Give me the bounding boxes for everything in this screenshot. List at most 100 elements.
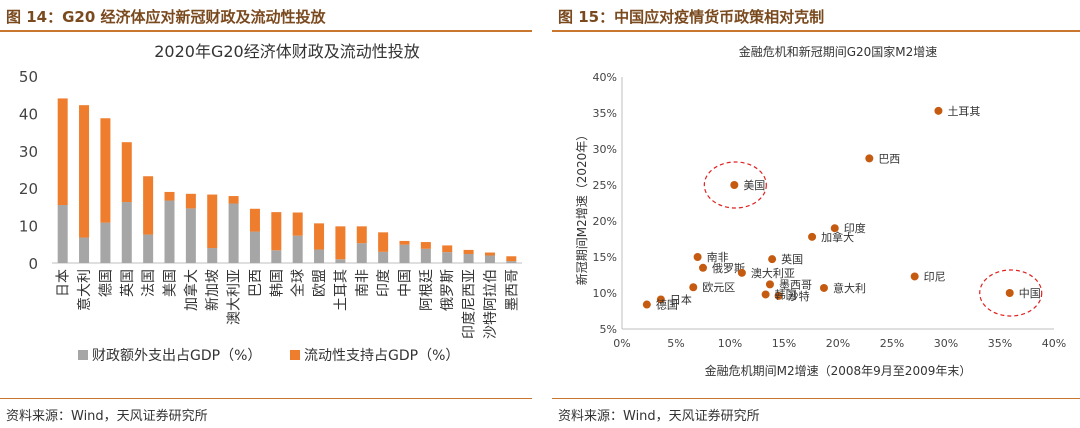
x-tick-label: 墨西哥: [504, 269, 520, 311]
bar-liquidity: [164, 191, 175, 201]
x-tick-label: 韩国: [269, 269, 285, 297]
bar-liquidity: [271, 212, 282, 251]
x-tick-label: 30%: [934, 337, 958, 350]
y-tick-label: 30%: [593, 143, 617, 156]
right-source-note: 资料来源：Wind，天风证券研究所: [558, 409, 760, 424]
left-source-note: 资料来源：Wind，天风证券研究所: [6, 409, 208, 424]
y-tick-label: 40: [19, 105, 38, 123]
x-tick-label: 俄罗斯: [440, 269, 456, 311]
scatter-point: [808, 232, 817, 241]
bar-liquidity: [335, 226, 346, 260]
bar-liquidity: [143, 176, 154, 235]
x-tick-label: 欧盟: [312, 269, 328, 297]
point-label: 欧元区: [702, 281, 735, 294]
point-label: 印度: [844, 221, 866, 235]
point-label: 韩国: [775, 287, 797, 301]
highlight-circle: [979, 269, 1043, 317]
bar-fiscal: [79, 237, 90, 263]
x-axis-title: 金融危机期间M2增速（2008年9月至2009年末）: [705, 363, 972, 378]
bar-liquidity: [506, 256, 517, 262]
y-tick-label: 10%: [593, 287, 617, 300]
bar-liquidity: [463, 249, 474, 255]
bar-liquidity: [207, 194, 218, 249]
scatter-point: [1005, 289, 1014, 297]
highlight-circle: [703, 161, 767, 209]
x-tick-label: 澳大利亚: [227, 269, 243, 325]
scatter-point: [642, 300, 651, 309]
scatter-point: [830, 224, 839, 233]
x-tick-label: 中国: [398, 269, 414, 297]
bar-liquidity: [100, 118, 111, 223]
y-tick-label: 25%: [593, 179, 617, 192]
x-tick-label: 全球: [290, 269, 307, 297]
x-tick-label: 沙特阿拉伯: [483, 269, 499, 339]
bar-fiscal: [506, 261, 517, 263]
scatter-point: [656, 295, 665, 304]
x-tick-label: 新加坡: [205, 269, 221, 311]
legend-swatch-liquidity: [290, 350, 300, 360]
x-tick-label: 印度: [376, 269, 392, 297]
bar-liquidity: [79, 105, 90, 238]
right-title-rule: [552, 30, 1080, 32]
bar-liquidity: [442, 245, 453, 253]
bar-fiscal: [249, 231, 260, 263]
x-tick-label: 20%: [826, 337, 850, 350]
x-tick-label: 0%: [613, 337, 630, 350]
x-tick-label: 25%: [880, 337, 904, 350]
bar-fiscal: [484, 255, 495, 263]
bar-fiscal: [207, 248, 218, 263]
scatter-chart-title: 金融危机和新冠期间G20国家M2增速: [739, 44, 938, 59]
x-tick-label: 15%: [772, 337, 796, 350]
bar-liquidity: [228, 196, 239, 204]
bar-liquidity: [314, 223, 325, 250]
y-tick-label: 10: [19, 218, 38, 236]
scatter-chart: 金融危机和新冠期间G20国家M2增速 5% 10% 15% 20% 25% 30% 35% 40…: [574, 44, 1066, 378]
left-bottom-rule: [0, 398, 532, 399]
bar-chart-title: 2020年G20经济体财政及流动性投放: [154, 42, 419, 61]
legend-label-liquidity: 流动性支持占GDP（%）: [304, 348, 459, 364]
x-tick-label: 南非: [355, 269, 371, 297]
bar-liquidity: [249, 208, 260, 232]
bar-fiscal: [100, 222, 111, 263]
scatter-point: [699, 263, 707, 272]
point-label: 南非: [707, 251, 729, 264]
y-tick-label: 50: [19, 68, 38, 86]
bar-fiscal: [164, 200, 175, 263]
scatter-point: [768, 255, 777, 264]
bar-liquidity: [185, 193, 196, 209]
point-label: 沙特: [788, 289, 810, 303]
legend-label-fiscal: 财政额外支出占GDP（%）: [92, 348, 261, 364]
bar-liquidity: [378, 232, 389, 252]
bar-fiscal: [143, 234, 154, 263]
left-figure-panel: 图 14：G20 经济体应对新冠财政及流动性投放 2020年G20经济体财政及流…: [0, 0, 532, 428]
left-title-rule: [0, 30, 532, 32]
scatter-point: [819, 283, 828, 292]
bar-fiscal: [228, 203, 239, 263]
x-tick-label: 10%: [718, 337, 742, 350]
scatter-point: [865, 154, 874, 163]
bar-fiscal: [121, 202, 132, 263]
bar-liquidity: [121, 142, 132, 203]
scatter-point: [689, 283, 698, 292]
point-label: 意大利: [833, 281, 866, 295]
x-tick-label: 法国: [141, 269, 157, 297]
bar-fiscal: [420, 248, 431, 263]
bar-fiscal: [57, 205, 68, 263]
point-label: 澳大利亚: [751, 266, 795, 280]
point-label: 德国: [656, 298, 678, 312]
y-tick-label: 15%: [593, 251, 617, 264]
legend-swatch-fiscal: [78, 350, 88, 360]
y-tick-label: 20: [19, 180, 38, 198]
y-axis-title: 新冠期间M2增速（2020年）: [574, 129, 589, 286]
point-label: 中国: [1019, 287, 1041, 300]
x-tick-label: 5%: [667, 337, 684, 350]
bar-fiscal: [271, 250, 282, 263]
point-label: 日本: [670, 292, 692, 306]
right-figure-title: 图 15：中国应对疫情货币政策相对克制: [558, 8, 825, 26]
x-tick-label: 阿根廷: [419, 269, 435, 311]
bar-liquidity: [420, 242, 431, 249]
left-figure-title: 图 14：G20 经济体应对新冠财政及流动性投放: [6, 8, 326, 26]
bar-fiscal: [314, 249, 325, 263]
point-label: 墨西哥: [779, 278, 812, 291]
bar-chart: 2020年G20经济体财政及流动性投放 0 10 20 30 40 50 日本 意大利 德国 英国法…: [19, 42, 522, 364]
